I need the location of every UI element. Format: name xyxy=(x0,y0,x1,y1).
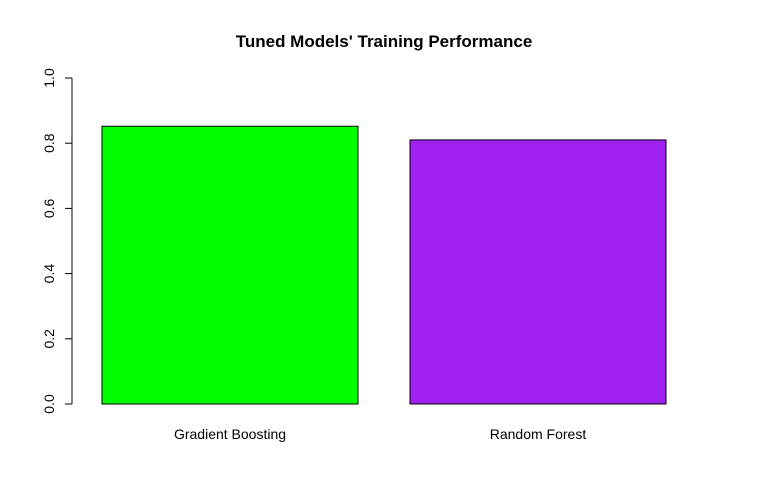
x-category-label: Gradient Boosting xyxy=(174,426,286,442)
y-axis: 0.0 0.2 0.4 0.6 0.8 1.0 xyxy=(41,68,73,414)
y-tick-label: 0.8 xyxy=(41,133,57,153)
x-axis-labels: Gradient Boosting Random Forest xyxy=(174,426,586,442)
y-tick-label: 0.0 xyxy=(41,394,57,414)
bar-random-forest xyxy=(409,139,667,405)
y-tick-label: 0.2 xyxy=(41,329,57,349)
y-tick-label: 0.4 xyxy=(41,264,57,284)
bars xyxy=(101,125,667,405)
x-category-label: Random Forest xyxy=(490,426,587,442)
y-tick-label: 1.0 xyxy=(41,68,57,88)
bar-gradient-boosting xyxy=(101,125,359,405)
y-tick-label: 0.6 xyxy=(41,198,57,218)
chart-title: Tuned Models' Training Performance xyxy=(236,32,533,51)
